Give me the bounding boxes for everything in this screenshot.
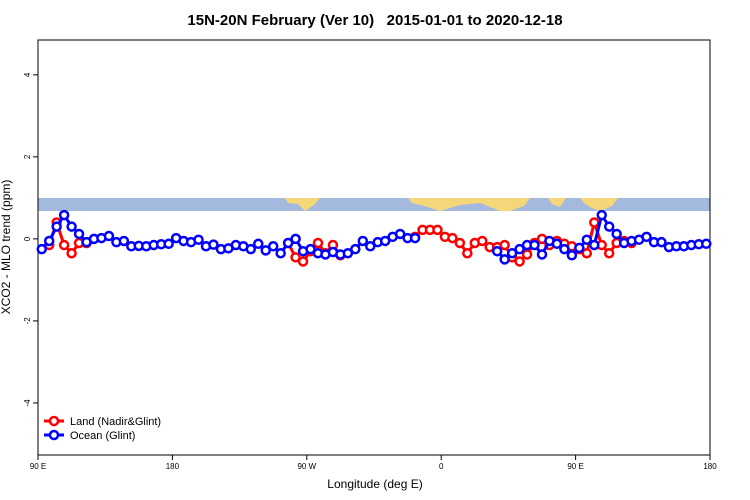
y-tick-label: 0 [23, 236, 32, 241]
point [275, 247, 286, 259]
x-tick-label: 0 [439, 462, 444, 471]
point [603, 247, 615, 259]
point [350, 243, 361, 255]
point [282, 237, 294, 249]
point [536, 249, 548, 260]
point [574, 242, 585, 254]
point [51, 221, 62, 232]
point [581, 234, 593, 245]
y-tick-label: -2 [23, 317, 32, 325]
point [462, 247, 473, 259]
y-tick-label: 2 [23, 154, 32, 159]
point [641, 231, 652, 243]
point [73, 228, 85, 240]
point [514, 256, 525, 267]
point [491, 245, 503, 257]
point [193, 234, 204, 245]
point [506, 247, 518, 259]
point [581, 247, 593, 259]
point [163, 238, 174, 250]
x-tick-label: 90 W [297, 462, 316, 471]
point [589, 217, 600, 228]
x-tick-label: 180 [703, 462, 717, 471]
point [357, 235, 369, 247]
point [342, 247, 354, 259]
point [656, 236, 667, 248]
point [611, 228, 622, 240]
point [297, 256, 309, 267]
point [379, 235, 391, 247]
point [559, 243, 570, 255]
point [58, 209, 70, 221]
point [312, 237, 324, 249]
x-axis-label: Longitude (deg E) [327, 477, 422, 491]
x-tick-label: 90 E [567, 462, 583, 471]
legend-label: Ocean (Glint) [70, 430, 135, 442]
point [394, 228, 406, 240]
point [596, 209, 607, 221]
point [253, 238, 264, 250]
x-tick-label: 180 [166, 462, 180, 471]
point [566, 250, 578, 261]
point [454, 237, 466, 249]
point [529, 239, 540, 251]
legend-label: Land (Nadir&Glint) [70, 416, 161, 428]
y-tick-label: -4 [23, 399, 32, 407]
point [477, 235, 488, 247]
point [36, 243, 47, 255]
point [290, 252, 301, 263]
point [245, 243, 257, 255]
y-tick-label: 4 [23, 72, 32, 77]
point [290, 233, 301, 245]
point [432, 224, 443, 236]
point [118, 235, 130, 247]
point [267, 241, 279, 252]
point [103, 230, 115, 242]
point [365, 241, 376, 252]
point [305, 243, 316, 255]
point [514, 243, 525, 255]
point [499, 254, 510, 265]
point [701, 238, 712, 250]
point [447, 232, 458, 244]
point [58, 239, 70, 251]
point [499, 239, 510, 251]
point [66, 247, 77, 259]
legend-marker [48, 429, 60, 441]
x-tick-label: 90 E [30, 462, 46, 471]
chart-title: 15N-20N February (Ver 10) 2015-01-01 to … [187, 12, 562, 29]
point [589, 239, 600, 251]
point [551, 238, 563, 250]
point [603, 221, 615, 232]
point [43, 235, 55, 247]
y-axis-label: XCO2 - MLO trend (ppm) [0, 180, 13, 315]
point [260, 245, 271, 256]
point [66, 221, 77, 232]
legend-marker [48, 415, 60, 427]
point [409, 232, 421, 244]
point [208, 239, 219, 250]
map-strip [38, 198, 710, 211]
point [521, 249, 533, 260]
